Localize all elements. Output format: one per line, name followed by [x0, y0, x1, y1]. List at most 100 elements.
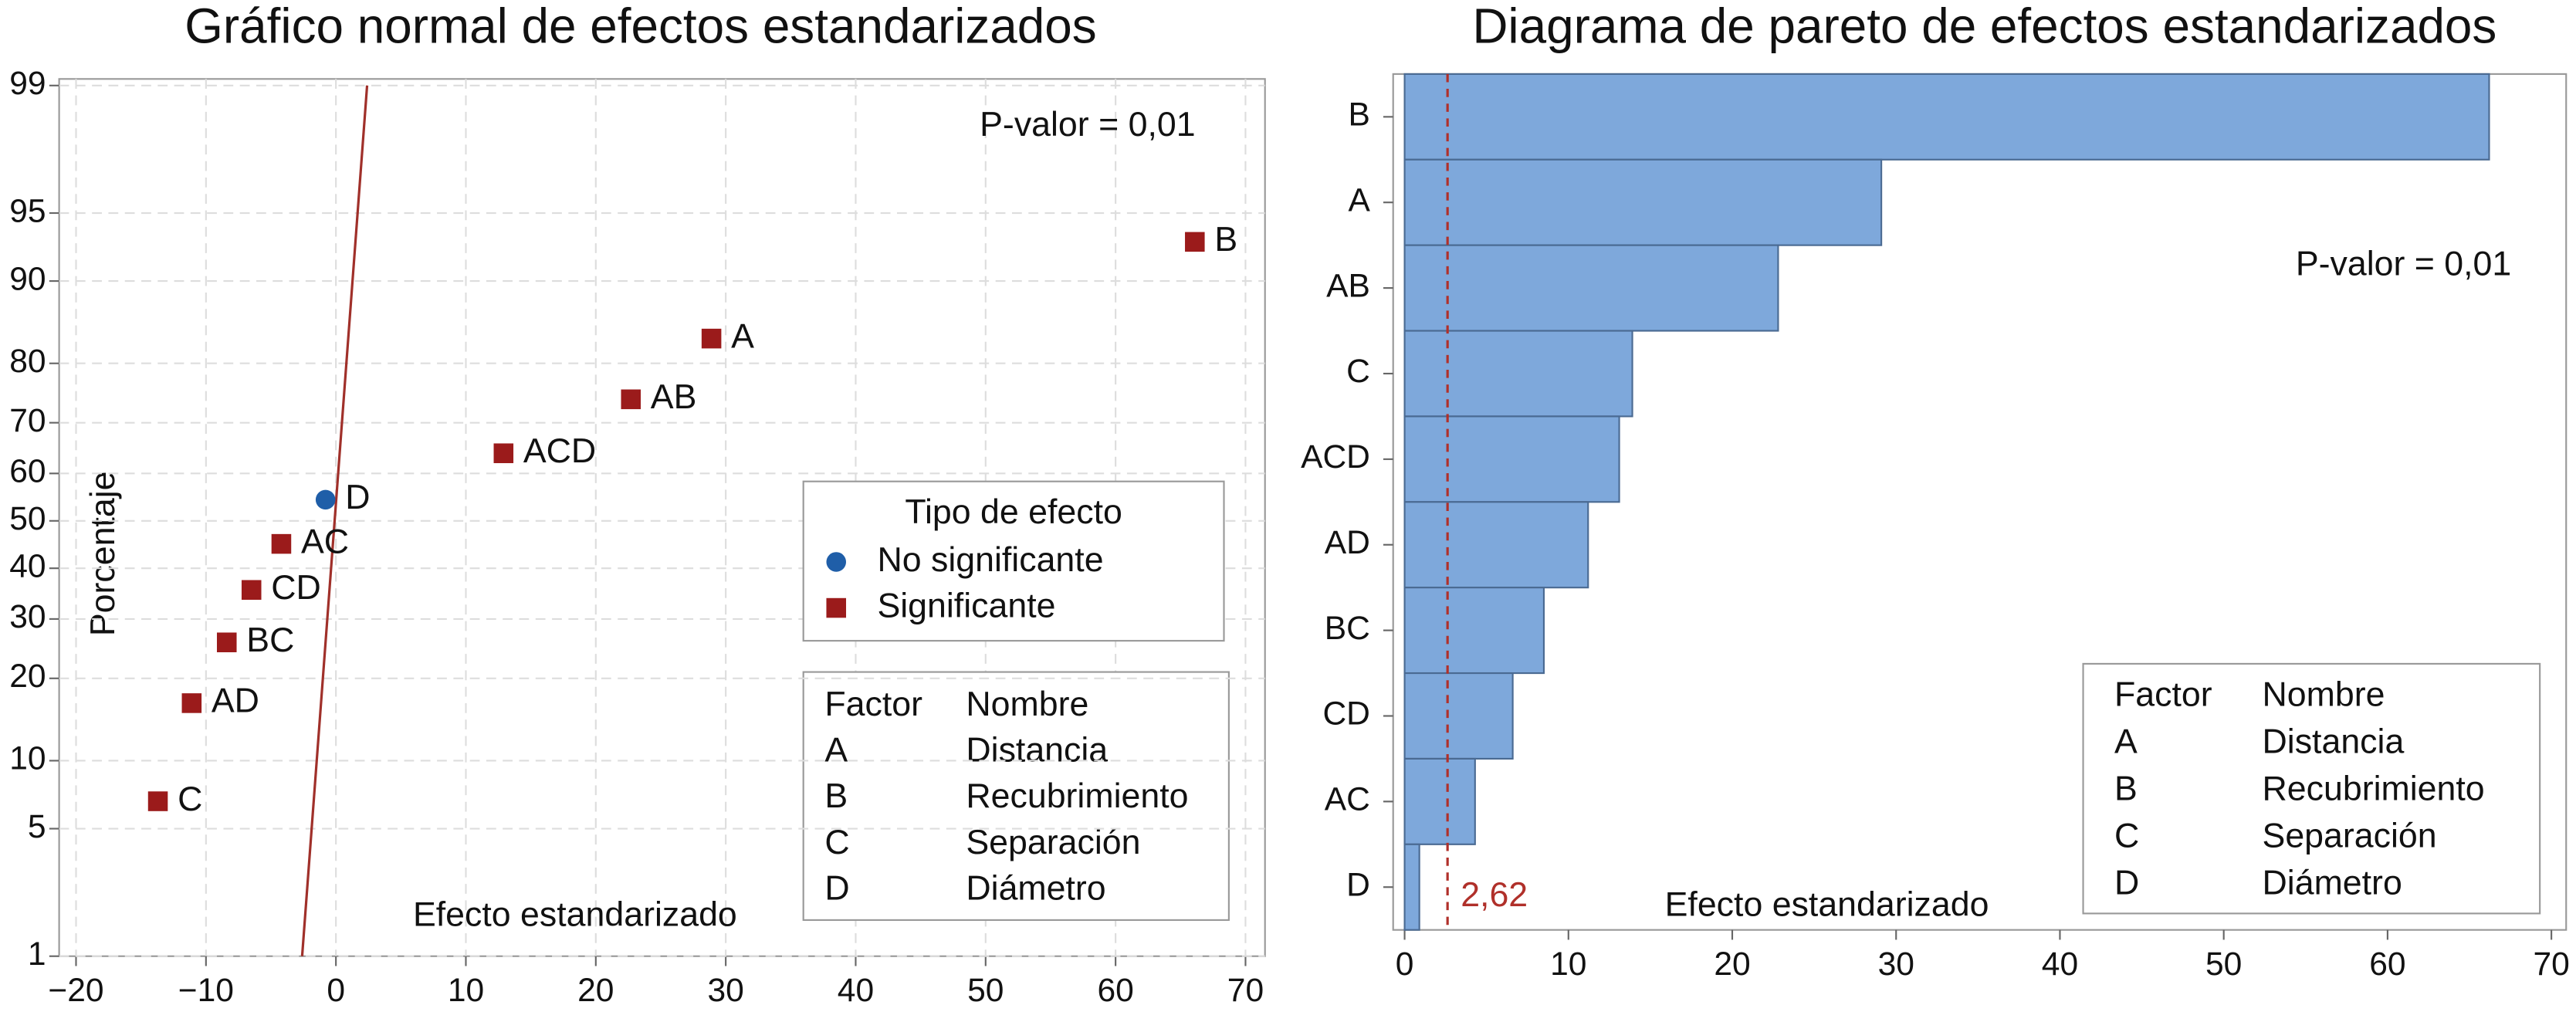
point-label: BC: [246, 621, 294, 659]
bar: [1403, 73, 2490, 161]
bar: [1403, 587, 1545, 675]
y-tick-label: BC: [1325, 610, 1370, 647]
bar: [1403, 672, 1514, 760]
point-label: C: [178, 780, 202, 818]
point-label: D: [345, 479, 370, 516]
annotation: P-valor = 0,01: [980, 106, 1195, 144]
legend-label: Significante: [877, 587, 1055, 624]
factor-table-cell: Separación: [2263, 817, 2437, 855]
x-tick-label: 50: [2205, 946, 2242, 983]
y-tick-label: 20: [9, 658, 46, 695]
y-tick-label: CD: [1322, 695, 1369, 733]
point: [147, 791, 168, 811]
x-tick-label: 10: [448, 972, 484, 1009]
factor-table-cell: Diámetro: [966, 869, 1105, 907]
reference-label: 2,62: [1461, 876, 1528, 914]
x-tick-label: −20: [48, 972, 103, 1009]
factor-table-cell: C: [2114, 817, 2139, 855]
y-tick-label: 99: [9, 65, 46, 102]
bar: [1403, 501, 1589, 589]
factor-table-cell: Distancia: [966, 732, 1108, 770]
factor-table-cell: A: [2114, 723, 2138, 760]
point: [181, 693, 202, 713]
y-tick-label: ACD: [1301, 438, 1370, 475]
factor-table-box: [2082, 662, 2541, 915]
factor-table-box: [802, 671, 1230, 921]
point-label: A: [731, 317, 754, 355]
x-tick-label: 70: [2533, 946, 2569, 983]
y-tick-label: 40: [9, 547, 46, 584]
y-tick-label: AB: [1326, 267, 1370, 304]
factor-table-cell: Recubrimiento: [2263, 770, 2485, 807]
y-tick-label: A: [1349, 181, 1371, 218]
point-label: AC: [301, 523, 349, 560]
x-tick-label: 30: [707, 972, 743, 1009]
bar: [1403, 158, 1883, 246]
factor-table-header: Nombre: [2263, 675, 2385, 713]
y-tick-label: 60: [9, 453, 46, 490]
y-tick-label: AC: [1325, 781, 1370, 818]
x-tick-label: 30: [1878, 946, 1914, 983]
x-axis-label: Efecto estandarizado: [413, 895, 737, 933]
y-tick-label: 90: [9, 260, 46, 297]
x-tick-label: 0: [1396, 946, 1414, 983]
annotation: P-valor = 0,01: [2296, 245, 2511, 283]
x-tick-label: 40: [2042, 946, 2078, 983]
legend-marker: [826, 597, 847, 618]
x-tick-label: 20: [577, 972, 614, 1009]
factor-table-cell: Separación: [966, 824, 1140, 861]
y-tick-label: 30: [9, 598, 46, 635]
bar: [1403, 757, 1476, 845]
factor-table-cell: C: [824, 824, 849, 861]
factor-table-cell: D: [824, 869, 849, 907]
x-tick-label: 70: [1227, 972, 1264, 1009]
x-axis-label: Efecto estandarizado: [1665, 886, 1989, 924]
y-tick-label: B: [1349, 96, 1370, 134]
factor-table-cell: B: [2114, 770, 2138, 807]
reference-line: [300, 85, 369, 956]
y-tick-label: 1: [28, 936, 46, 973]
factor-table-cell: A: [824, 732, 848, 770]
x-tick-label: 60: [1097, 972, 1133, 1009]
x-tick-label: 50: [967, 972, 1004, 1009]
x-tick-label: 10: [1550, 946, 1586, 983]
factor-table-header: Factor: [824, 685, 922, 723]
point: [241, 580, 262, 601]
y-tick-label: 10: [9, 740, 46, 777]
factor-table-header: Nombre: [966, 685, 1088, 723]
point: [1185, 232, 1205, 252]
point-label: AD: [212, 682, 259, 720]
y-tick-label: 5: [28, 808, 46, 845]
chart-title: Diagrama de pareto de efectos estandariz…: [1472, 0, 2496, 53]
point: [271, 533, 292, 554]
y-tick-label: 95: [9, 192, 46, 229]
point-label: B: [1214, 221, 1237, 259]
factor-table-cell: D: [2114, 865, 2139, 902]
legend-label: No significante: [877, 541, 1103, 579]
y-tick-label: 50: [9, 500, 46, 537]
y-tick-label: AD: [1325, 524, 1370, 561]
point: [315, 489, 336, 510]
y-tick-label: 70: [9, 402, 46, 439]
legend-box: [802, 480, 1225, 642]
y-tick-label: D: [1346, 866, 1370, 903]
point-label: ACD: [523, 432, 596, 470]
factor-table-cell: Distancia: [2263, 723, 2405, 760]
x-tick-label: −10: [178, 972, 234, 1009]
point: [621, 389, 641, 410]
chart-title: Gráfico normal de efectos estandarizados: [184, 0, 1096, 53]
point: [216, 632, 237, 653]
plot-frame: [58, 78, 1266, 957]
x-tick-label: 0: [327, 972, 345, 1009]
y-axis-label: Porcentaje: [84, 472, 122, 637]
factor-table-cell: Diámetro: [2263, 865, 2402, 902]
x-tick-label: 20: [1714, 946, 1750, 983]
point: [701, 328, 722, 349]
bar: [1403, 415, 1620, 503]
bar: [1403, 244, 1779, 332]
point-label: AB: [651, 378, 697, 416]
x-tick-label: 60: [2369, 946, 2405, 983]
y-tick-label: C: [1346, 353, 1370, 390]
factor-table-cell: B: [824, 777, 848, 815]
